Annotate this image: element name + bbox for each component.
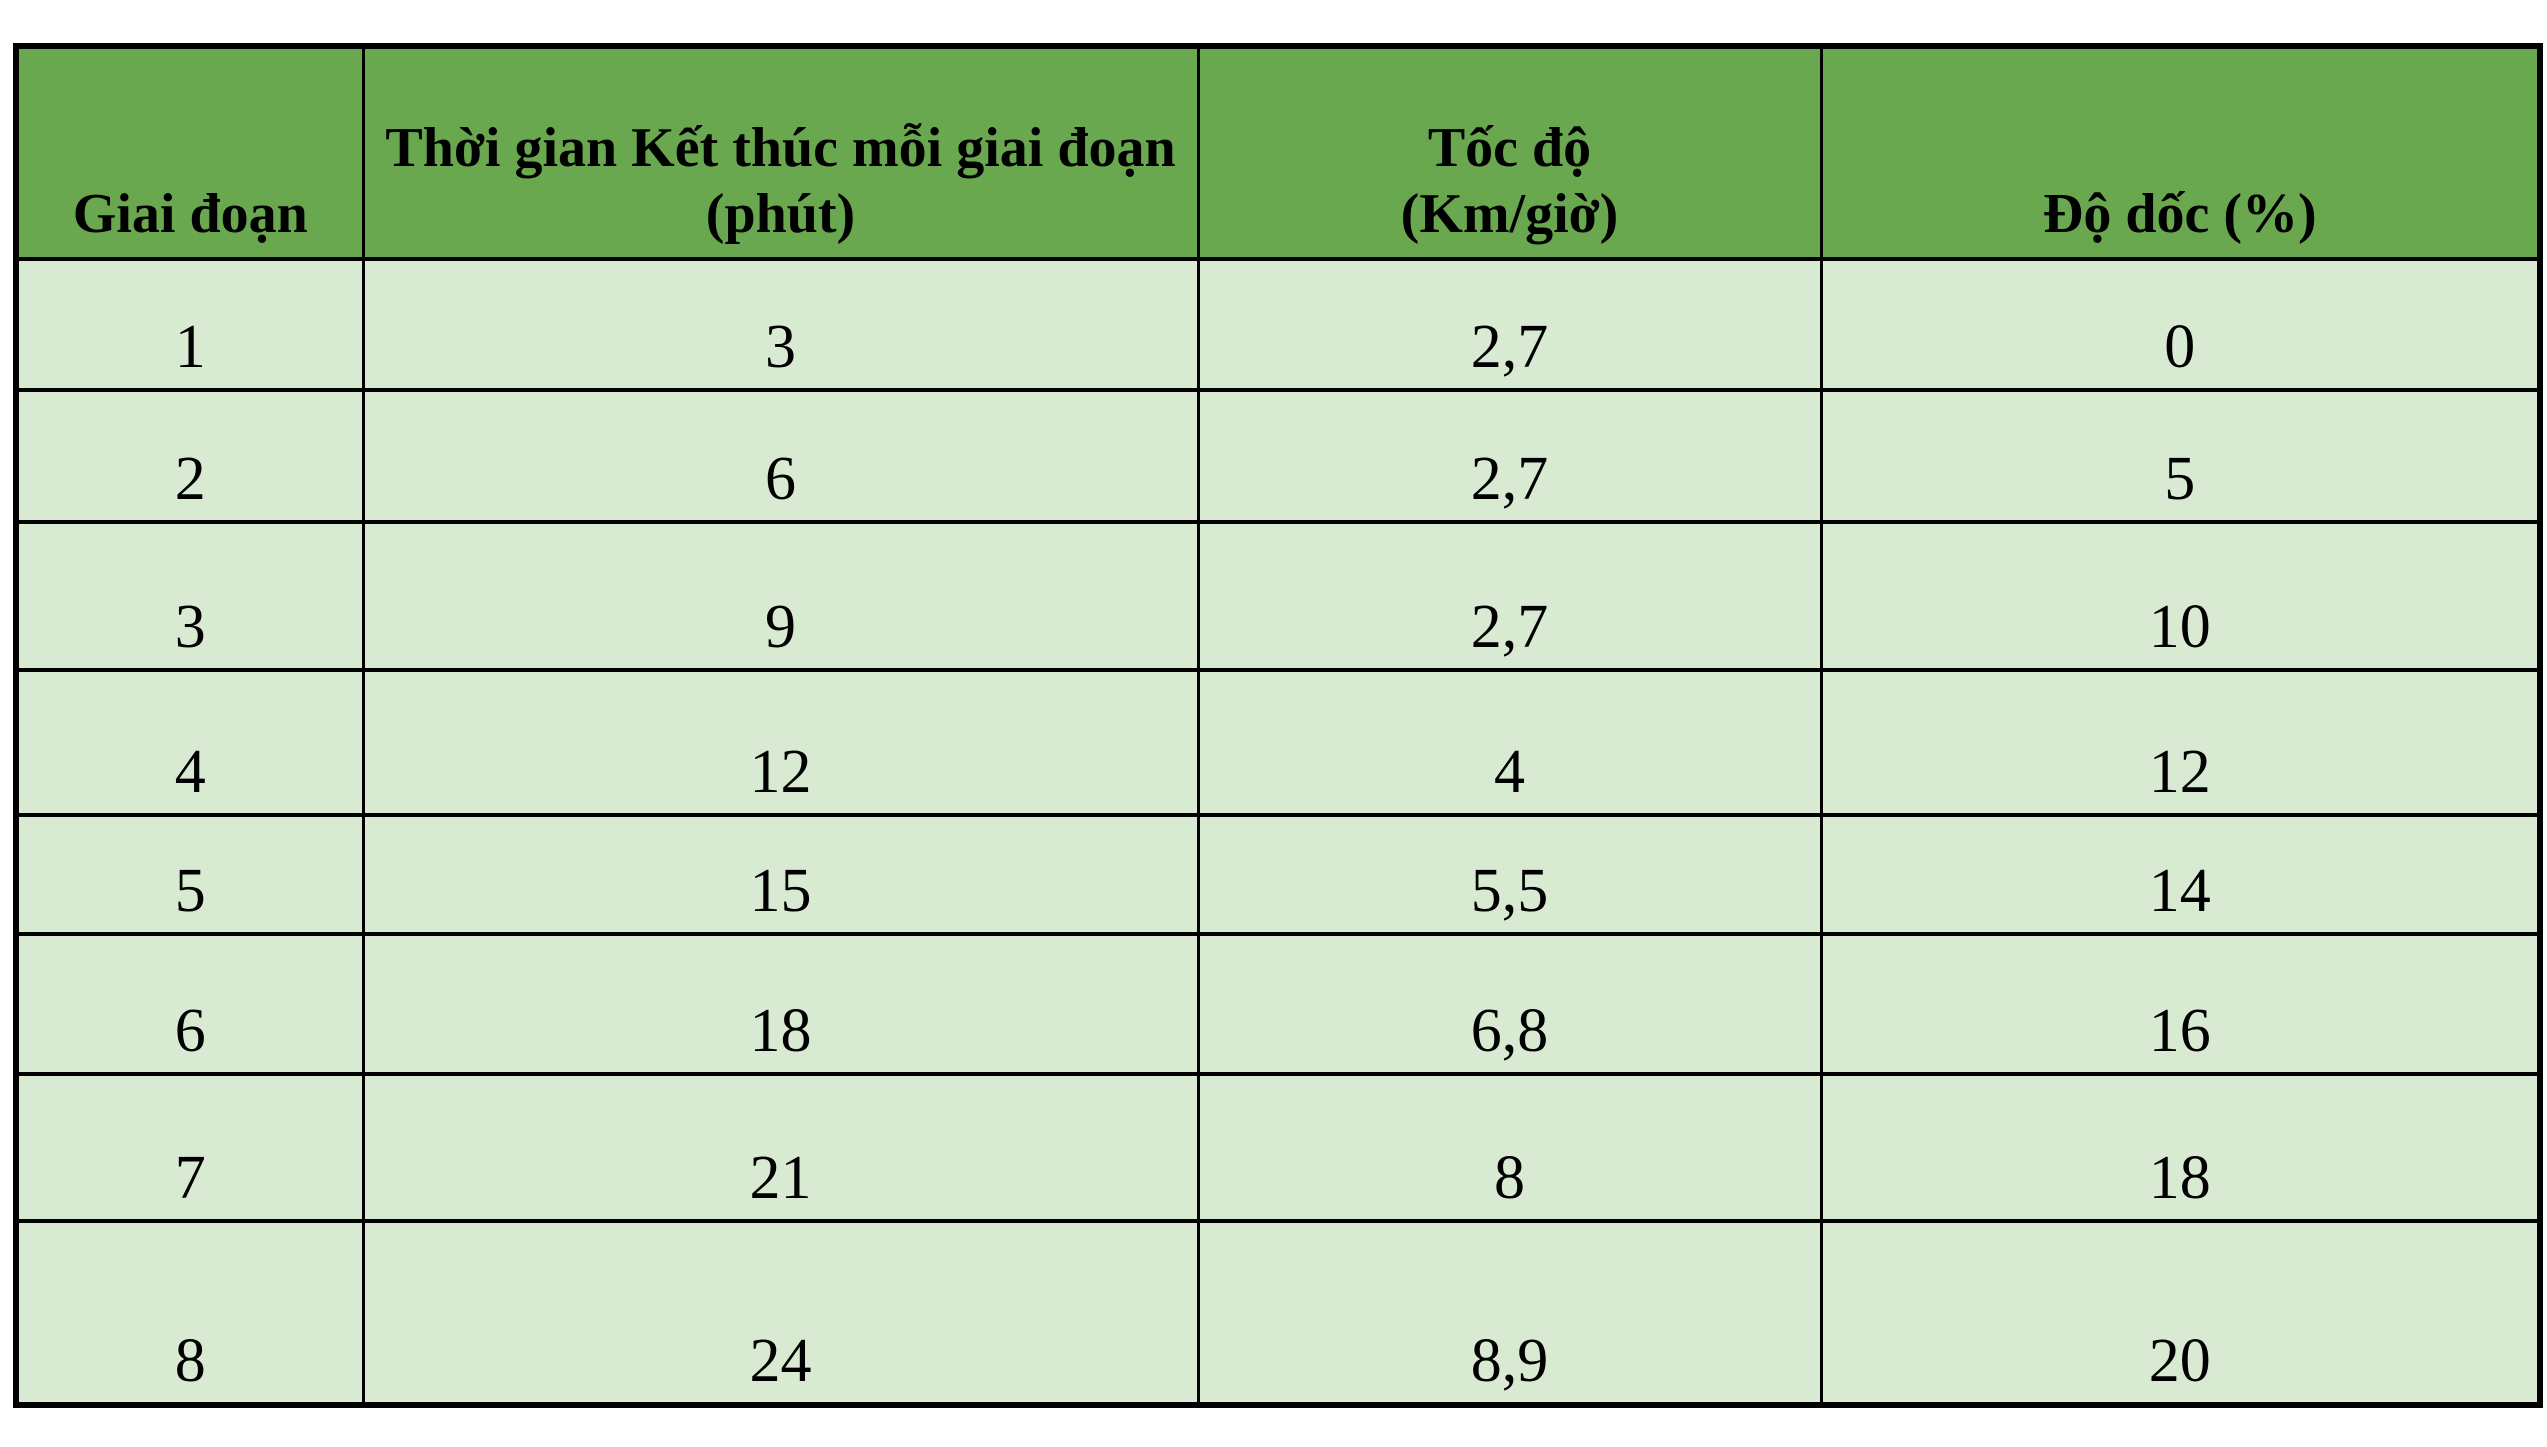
end-time-cell: 12 [361,668,1200,817]
end-time-cell: 21 [361,1072,1200,1223]
column-header-stage: Giai đoạn [14,44,365,261]
table-row: 1 3 2,7 0 [14,257,2542,392]
treadmill-program-table: Giai đoạn Thời gian Kết thúc mỗi giai đo… [13,43,2543,1408]
incline-cell: 12 [1819,668,2542,817]
end-time-cell: 24 [361,1219,1200,1407]
end-time-cell: 15 [361,813,1200,936]
incline-cell: 16 [1819,932,2542,1076]
speed-cell: 4 [1196,668,1823,817]
table-header: Giai đoạn Thời gian Kết thúc mỗi giai đo… [14,44,2542,261]
column-header-incline-line1: Độ dốc (%) [2042,183,2317,245]
column-header-end-time-line2: (phút) [705,183,856,245]
stage-cell: 8 [14,1219,365,1407]
column-header-end-time: Thời gian Kết thúc mỗi giai đoạn (phút) [361,44,1200,261]
speed-cell: 2,7 [1196,388,1823,524]
stage-cell: 4 [14,668,365,817]
table-row: 8 24 8,9 20 [14,1219,2542,1407]
end-time-cell: 6 [361,388,1200,524]
incline-cell: 0 [1819,257,2542,392]
speed-cell: 8,9 [1196,1219,1823,1407]
table-row: 4 12 4 12 [14,668,2542,817]
speed-cell: 6,8 [1196,932,1823,1076]
speed-cell: 8 [1196,1072,1823,1223]
table-row: 2 6 2,7 5 [14,388,2542,524]
incline-cell: 10 [1819,520,2542,672]
stage-cell: 6 [14,932,365,1076]
column-header-incline: Độ dốc (%) [1819,44,2542,261]
incline-cell: 14 [1819,813,2542,936]
column-header-speed: Tốc độ (Km/giờ) [1196,44,1823,261]
end-time-cell: 3 [361,257,1200,392]
speed-cell: 2,7 [1196,520,1823,672]
table-row: 3 9 2,7 10 [14,520,2542,672]
incline-cell: 18 [1819,1072,2542,1223]
column-header-speed-line1: Tốc độ [1427,117,1592,179]
incline-cell: 5 [1819,388,2542,524]
stage-cell: 7 [14,1072,365,1223]
end-time-cell: 9 [361,520,1200,672]
end-time-cell: 18 [361,932,1200,1076]
stage-cell: 1 [14,257,365,392]
stage-cell: 2 [14,388,365,524]
stage-cell: 5 [14,813,365,936]
header-row: Giai đoạn Thời gian Kết thúc mỗi giai đo… [14,44,2542,261]
incline-cell: 20 [1819,1219,2542,1407]
stage-cell: 3 [14,520,365,672]
table-row: 5 15 5,5 14 [14,813,2542,936]
table-body: 1 3 2,7 0 2 6 2,7 5 3 9 2,7 10 4 12 4 [14,257,2542,1407]
column-header-speed-line2: (Km/giờ) [1400,183,1619,245]
column-header-stage-line1: Giai đoạn [72,183,308,245]
speed-cell: 2,7 [1196,257,1823,392]
table-row: 6 18 6,8 16 [14,932,2542,1076]
table-row: 7 21 8 18 [14,1072,2542,1223]
column-header-end-time-line1: Thời gian Kết thúc mỗi giai đoạn [385,117,1176,179]
speed-cell: 5,5 [1196,813,1823,936]
